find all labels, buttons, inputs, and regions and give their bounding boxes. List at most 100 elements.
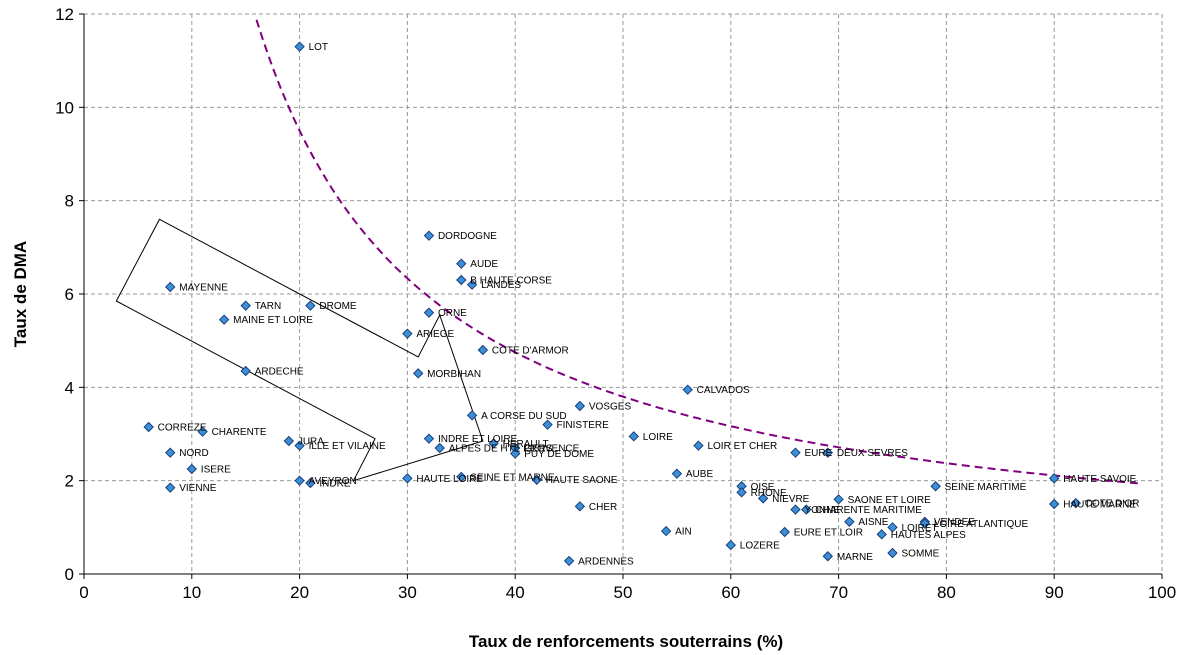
- data-point: [477, 344, 489, 356]
- data-point: [197, 426, 208, 437]
- data-point: [240, 365, 251, 377]
- x-axis-title: Taux de renforcements souterrains (%): [469, 632, 783, 651]
- data-point: [402, 473, 413, 484]
- x-tick-label: 10: [182, 583, 201, 602]
- y-tick-label: 4: [65, 378, 74, 397]
- data-label: ARDENNES: [578, 556, 634, 567]
- data-label: LANDES: [481, 280, 521, 291]
- x-tick-label: 90: [1045, 583, 1064, 602]
- data-point: [1048, 473, 1060, 484]
- data-point: [833, 494, 844, 505]
- data-label: LOIRE ATLANTIQUE: [934, 519, 1029, 530]
- data-point: [876, 529, 887, 540]
- x-tick-label: 60: [721, 583, 740, 602]
- data-label: ALPES DE HTE PROVENCE: [449, 444, 580, 455]
- data-point: [930, 481, 941, 492]
- data-label: B HAUTE CORSE: [470, 276, 552, 287]
- data-label: PUY DE DOME: [524, 449, 594, 460]
- data-point: [423, 230, 435, 241]
- data-label: ORNE: [438, 308, 467, 319]
- data-point: [434, 442, 445, 454]
- data-label: SEINE MARITIME: [945, 482, 1027, 493]
- data-point: [305, 477, 316, 489]
- data-point: [456, 258, 467, 269]
- data-point: [456, 471, 467, 483]
- data-point: [1070, 497, 1081, 509]
- data-label: LOIRET: [902, 523, 938, 534]
- data-point: [671, 468, 683, 479]
- data-point: [844, 516, 855, 527]
- data-label: DEUX SEVRES: [837, 448, 908, 459]
- data-label: JURA: [298, 437, 324, 448]
- data-point: [660, 525, 672, 537]
- data-label: HAUTE MARNE: [1063, 500, 1136, 511]
- data-point: [725, 539, 737, 551]
- data-label: MORBIHAN: [427, 369, 481, 380]
- data-point: [165, 447, 176, 458]
- data-point: [488, 438, 499, 449]
- data-label: CALVADOS: [697, 385, 750, 396]
- data-label: FINISTERE: [557, 420, 610, 431]
- data-point: [1048, 498, 1060, 510]
- data-label: TARN: [255, 301, 281, 312]
- data-point: [790, 504, 801, 515]
- data-point: [423, 307, 435, 318]
- y-tick-label: 10: [55, 98, 74, 117]
- data-label: NORD: [179, 448, 208, 459]
- data-label: LOIRE: [643, 432, 673, 443]
- data-point: [165, 482, 176, 493]
- data-label: ILLE ET VILAINE: [309, 441, 386, 452]
- data-label: HAUTES ALPES: [891, 530, 966, 541]
- highlight-polygon: [115, 218, 484, 482]
- data-point: [509, 448, 521, 459]
- data-point: [779, 526, 790, 538]
- data-label: COTE D'ARMOR: [492, 346, 569, 357]
- data-label: EURE: [804, 448, 832, 459]
- data-label: HAUTE SAONE: [546, 475, 618, 486]
- data-label: VENDEE: [934, 517, 975, 528]
- data-label: LOZERE: [740, 541, 780, 552]
- data-point: [822, 551, 834, 562]
- data-point: [736, 487, 747, 498]
- grid: [84, 13, 1163, 574]
- data-point: [887, 547, 898, 559]
- data-label: ARDECHE: [255, 367, 304, 378]
- data-point: [412, 368, 424, 379]
- data-point: [693, 440, 704, 451]
- data-point: [294, 475, 305, 486]
- data-label: NIEVRE: [772, 494, 810, 505]
- y-tick-label: 2: [65, 472, 74, 491]
- data-point: [887, 522, 898, 533]
- data-label: AUBE: [686, 469, 714, 480]
- data-point: [402, 328, 413, 339]
- data-label: SEINE ET MARNE: [470, 472, 555, 483]
- data-point: [423, 433, 435, 444]
- data-point: [165, 281, 176, 293]
- data-label: AIN: [675, 527, 692, 538]
- trend-curve: [255, 19, 1141, 485]
- x-tick-label: 70: [829, 583, 848, 602]
- data-label: YONNE: [804, 505, 840, 516]
- x-tick-label: 40: [506, 583, 525, 602]
- data-point: [790, 447, 801, 458]
- data-label: AVEYRON: [309, 476, 357, 487]
- data-point: [822, 447, 834, 458]
- data-label: GERS: [524, 444, 553, 455]
- data-label: DORDOGNE: [438, 231, 497, 242]
- data-point: [218, 314, 230, 325]
- y-tick-label: 6: [65, 285, 74, 304]
- data-point: [186, 463, 198, 475]
- y-axis-title: Taux de DMA: [11, 241, 30, 347]
- x-tick-label: 80: [937, 583, 956, 602]
- data-point: [574, 501, 586, 512]
- x-tick-label: 20: [290, 583, 309, 602]
- data-point: [283, 435, 295, 447]
- data-point: [466, 279, 478, 290]
- data-label: VIENNE: [179, 483, 217, 494]
- data-label: DROME: [319, 301, 357, 312]
- data-point: [456, 274, 467, 286]
- data-points: [143, 41, 1081, 567]
- data-label: CORREZE: [158, 423, 207, 434]
- data-label: CHER: [589, 502, 617, 513]
- data-label: AUDE: [470, 259, 498, 270]
